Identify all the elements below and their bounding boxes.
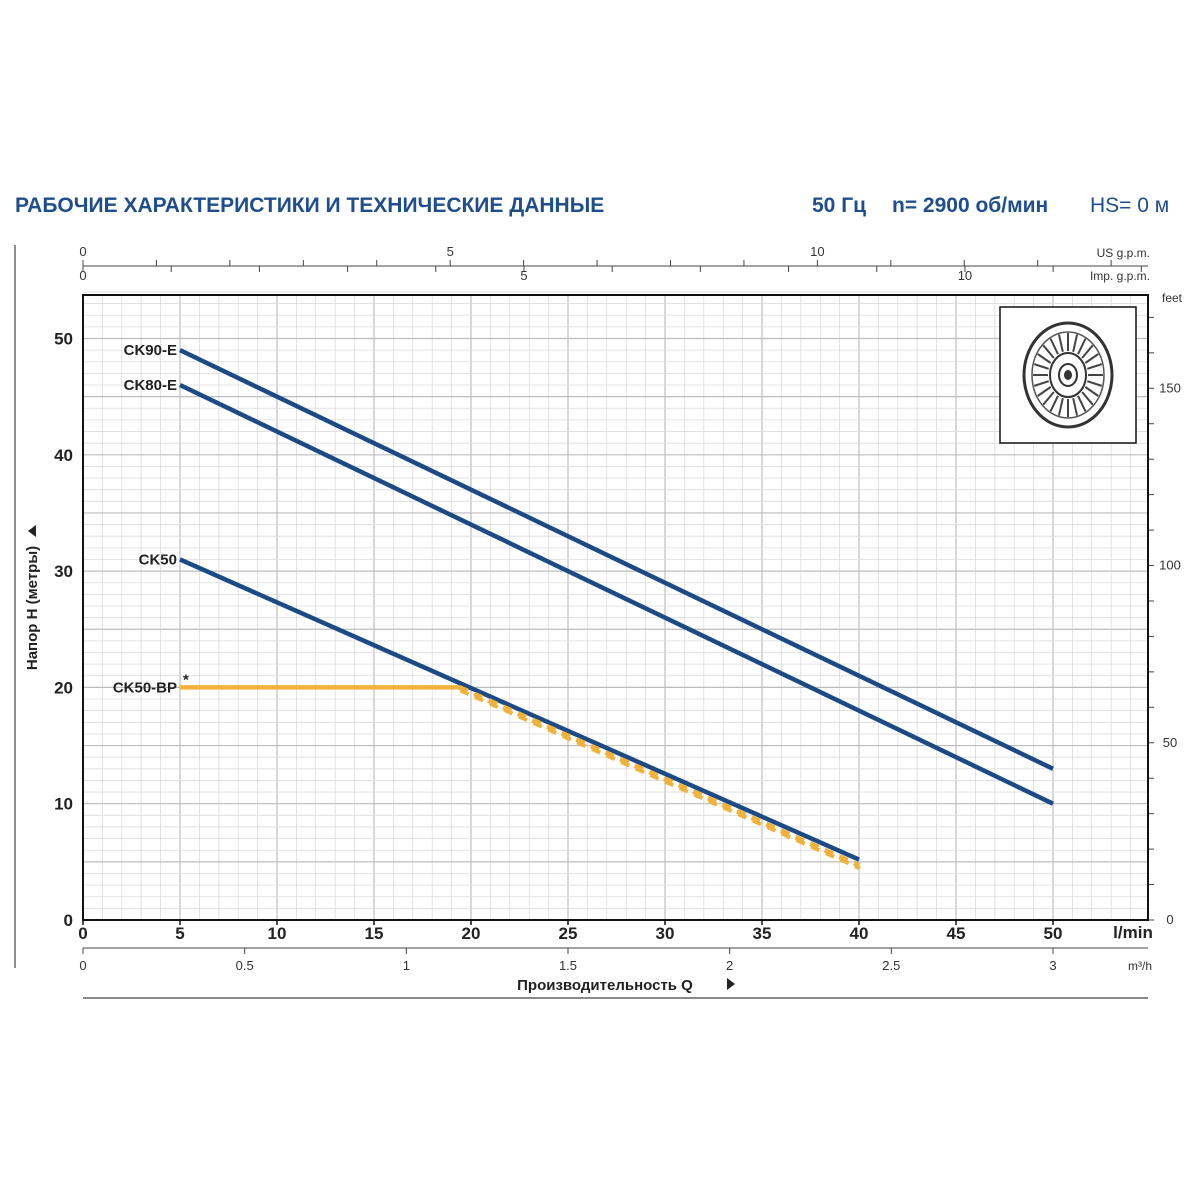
imp-gpm-unit-label: Imp. g.p.m. (1090, 269, 1150, 283)
impeller-vane (1072, 334, 1079, 353)
x-tick-label: 15 (365, 924, 384, 943)
x-tick-label: 50 (1044, 924, 1063, 943)
us-gpm-unit-label: US g.p.m. (1097, 246, 1150, 260)
m3h-unit-label: m³/h (1128, 959, 1152, 973)
impeller-vane (1042, 344, 1055, 359)
m3h-tick-label: 0 (79, 958, 86, 973)
m3h-tick-label: 2 (726, 958, 733, 973)
impeller-vane (1072, 397, 1079, 416)
hs-label: HS= 0 м (1090, 194, 1170, 217)
series-line-ck50-bp-overlay (459, 688, 861, 871)
impeller-vane (1084, 353, 1099, 364)
y-tick-label: 10 (54, 795, 73, 814)
speed-label: n= 2900 об/мин (892, 194, 1049, 217)
impeller-vane (1077, 395, 1087, 412)
m3h-tick-label: 1 (403, 958, 410, 973)
m3h-tick-label: 2.5 (882, 958, 900, 973)
y-tick-label: 30 (54, 562, 73, 581)
m3h-tick-label: 3 (1049, 958, 1056, 973)
impeller-vane (1037, 386, 1052, 397)
impeller-vane (1087, 363, 1103, 370)
feet-unit-label: feet (1162, 291, 1183, 305)
imp-gpm-tick-label: 5 (520, 268, 527, 283)
series-label-ck50-bp: CK50-BP (113, 679, 177, 696)
feet-tick-label: 0 (1166, 912, 1173, 927)
x-tick-label: 5 (175, 924, 184, 943)
impeller-inset (999, 306, 1137, 444)
impeller-vane (1081, 344, 1094, 359)
top-axes: 0 5 10 0 5 10 (79, 244, 1148, 283)
y-axis-title: Напор H (метры) (24, 546, 41, 670)
feet-tick-label: 100 (1159, 558, 1181, 573)
impeller-vane (1057, 334, 1064, 353)
x-tick-label: 25 (559, 924, 578, 943)
series-label-ck50: CK50 (139, 551, 177, 568)
impeller-icon (1022, 321, 1114, 429)
y-tick-label: 20 (54, 678, 73, 697)
series-lines (179, 348, 1054, 871)
m3h-tick-label: 0.5 (236, 958, 254, 973)
impeller-vane (1033, 380, 1049, 387)
imp-gpm-tick-label: 0 (79, 268, 86, 283)
impeller-vane (1084, 386, 1099, 397)
us-gpm-tick-label: 10 (810, 244, 824, 259)
impeller-vane (1037, 353, 1052, 364)
x-tick-label: 30 (656, 924, 675, 943)
x-axis-arrow-icon (727, 978, 735, 990)
chart-grid (83, 291, 1148, 920)
imp-gpm-tick-label: 10 (958, 268, 972, 283)
impeller-vane (1081, 391, 1094, 406)
series-line-ck80-e (179, 382, 1054, 806)
impeller-vane (1042, 391, 1055, 406)
feet-tick-label: 50 (1163, 735, 1177, 750)
y-tick-label: 40 (54, 446, 73, 465)
y-axis-arrow-icon (28, 525, 36, 537)
x-axis-title: Производительность Q (517, 977, 693, 994)
x-tick-label: 45 (947, 924, 966, 943)
us-gpm-tick-label: 5 (447, 244, 454, 259)
series-line-ck50-bp-dashed (458, 685, 861, 868)
m3h-tick-label: 1.5 (559, 958, 577, 973)
series-label-ck80-e: CK80-E (124, 377, 177, 394)
y-tick-label: 0 (64, 911, 73, 930)
series-annotation: * (183, 671, 189, 688)
x-tick-label: 0 (78, 924, 87, 943)
feet-tick-label: 150 (1159, 380, 1181, 395)
page-title: РАБОЧИЕ ХАРАКТЕРИСТИКИ И ТЕХНИЧЕСКИЕ ДАН… (15, 194, 605, 217)
impeller-vane (1077, 338, 1087, 355)
series-label-ck90-e: CK90-E (124, 342, 177, 359)
impeller-vane (1033, 363, 1049, 370)
y-tick-label: 50 (54, 330, 73, 349)
impeller-vane (1057, 397, 1064, 416)
x-tick-label: 40 (850, 924, 869, 943)
frequency-label: 50 Гц (812, 194, 867, 217)
plot-frame (82, 294, 1149, 921)
us-gpm-tick-label: 0 (79, 244, 86, 259)
impeller-vane (1049, 338, 1059, 355)
impeller-vane (1087, 380, 1103, 387)
impeller-vane (1049, 395, 1059, 412)
x-tick-label: 10 (268, 924, 287, 943)
series-line-ck90-e (179, 348, 1054, 771)
series-line-ck50 (179, 557, 860, 862)
series-labels: CK90-E CK80-E CK50 CK50-BP * (113, 342, 189, 696)
x-unit-label: l/min (1113, 923, 1153, 942)
x-tick-label: 35 (753, 924, 772, 943)
x-tick-label: 20 (462, 924, 481, 943)
